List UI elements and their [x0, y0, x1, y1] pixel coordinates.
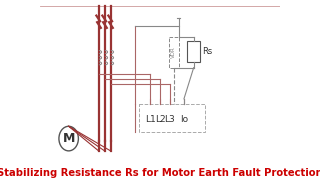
FancyBboxPatch shape — [187, 41, 200, 62]
Text: VDR: VDR — [171, 47, 176, 58]
Text: Rs: Rs — [202, 47, 212, 56]
Text: L1: L1 — [145, 115, 156, 124]
Text: L3: L3 — [164, 115, 175, 124]
Text: Stabilizing Resistance Rs for Motor Earth Fault Protection: Stabilizing Resistance Rs for Motor Eart… — [0, 168, 320, 178]
Text: L2: L2 — [155, 115, 165, 124]
FancyBboxPatch shape — [169, 37, 179, 68]
FancyBboxPatch shape — [139, 103, 205, 132]
Text: Io: Io — [180, 115, 188, 124]
Text: M: M — [62, 132, 75, 145]
